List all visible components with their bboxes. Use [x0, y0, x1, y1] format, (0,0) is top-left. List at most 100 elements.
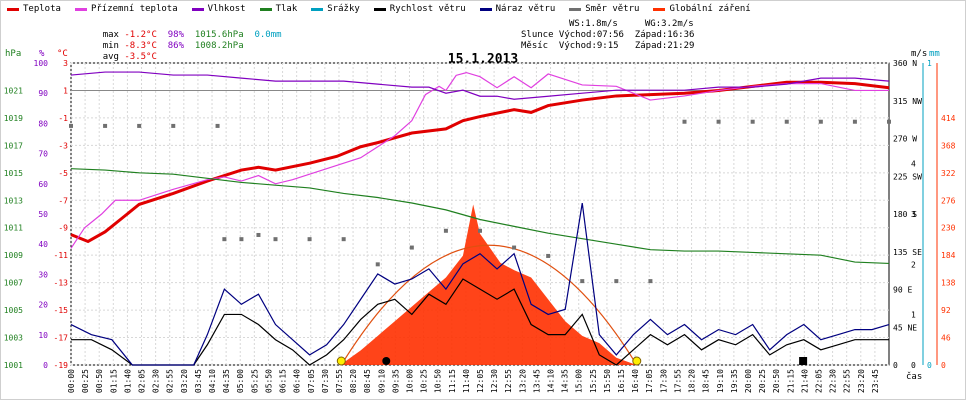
radiation-tick: 92	[941, 306, 951, 315]
wind-direction-mark	[512, 245, 517, 250]
temperature-tick: -19	[54, 361, 69, 370]
min-label: min	[102, 41, 119, 51]
stats-min: min -8.3°C 86% 1008.2hPa	[81, 30, 244, 63]
x-tick-label: 04:35	[222, 369, 231, 393]
legend-item: Přízemní teplota	[74, 4, 178, 14]
x-tick-label: 15:25	[589, 369, 598, 393]
humidity-tick: 20	[38, 301, 48, 310]
pressure-axis-label: hPa	[5, 49, 21, 59]
wind-direction-mark	[546, 253, 551, 258]
temperature-tick: -11	[54, 251, 69, 260]
x-tick-label: 13:20	[518, 369, 527, 393]
x-tick-label: 11:40	[462, 369, 471, 393]
humidity-tick: 70	[38, 150, 48, 159]
x-tick-label: 21:15	[786, 369, 795, 393]
moonset-marker	[799, 357, 808, 365]
pressure-tick: 1011	[4, 224, 23, 233]
x-tick-label: 19:10	[716, 369, 725, 393]
wind-direction-mark	[375, 262, 380, 267]
max-temp: -1.2°C	[124, 30, 157, 40]
wind-direction-mark	[307, 237, 312, 242]
max-rain: 0.0mm	[254, 30, 282, 40]
x-tick-label: 08:45	[363, 369, 372, 393]
stats-max: max -1.2°C 98% 1015.6hPa 0.0mm	[81, 19, 282, 52]
legend-swatch	[191, 7, 204, 11]
humidity-axis-label: %	[39, 49, 45, 59]
x-tick-label: 18:20	[688, 369, 697, 393]
moon-set: Západ:21:29	[634, 41, 695, 51]
min-hum: 86%	[167, 41, 184, 51]
min-press: 1008.2hPa	[194, 41, 244, 51]
legend-swatch	[653, 7, 666, 11]
legend-item: Rychlost větru	[373, 4, 466, 14]
wind-dir-tick: 315 NW	[893, 97, 922, 106]
avg-label: avg	[102, 52, 119, 62]
wind-speed-tick: 4	[911, 160, 916, 169]
wind-direction-mark	[818, 119, 823, 124]
legend-label: Globální záření	[669, 4, 751, 14]
wind-direction-mark	[784, 119, 789, 124]
wind-dir-tick: 135 SE	[893, 248, 922, 257]
wind-direction-mark	[103, 123, 108, 128]
series-line-vlhkost	[70, 71, 890, 100]
series-line-tlak	[70, 168, 890, 265]
max-label: max	[102, 30, 119, 40]
x-tick-label: 20:25	[758, 369, 767, 393]
x-tick-label: 09:35	[391, 369, 400, 393]
legend-item: Globální záření	[653, 4, 751, 14]
x-tick-label: 15:50	[603, 369, 612, 393]
legend-item: Srážky	[311, 4, 360, 14]
legend-item: Směr větru	[569, 4, 639, 14]
x-tick-label: 14:10	[547, 369, 556, 393]
humidity-tick: 10	[38, 331, 48, 340]
x-tick-label: 22:55	[843, 369, 852, 393]
temperature-tick: -7	[58, 196, 68, 205]
pressure-tick: 1009	[4, 251, 23, 260]
legend-label: Přízemní teplota	[90, 4, 178, 14]
wg-value: WG:3.2m/s	[644, 19, 694, 29]
wind-speed-tick: 2	[911, 260, 916, 269]
min-temp: -8.3°C	[124, 41, 157, 51]
wind-direction-mark	[215, 123, 220, 128]
x-tick-label: 11:15	[448, 369, 457, 393]
stats-sun: Slunce Východ:07:56 Západ:16:36	[521, 30, 694, 41]
radiation-tick: 322	[941, 169, 956, 178]
x-tick-label: 12:55	[504, 369, 513, 393]
wind-dir-tick: 45 NE	[893, 323, 917, 332]
legend-label: Náraz větru	[495, 4, 556, 14]
pressure-tick: 1003	[4, 334, 23, 343]
x-tick-label: 01:40	[123, 369, 132, 393]
humidity-tick: 60	[38, 180, 48, 189]
wind-speed-tick: 1	[911, 311, 916, 320]
legend-label: Rychlost větru	[389, 4, 466, 14]
wind-dir-tick: 90 E	[893, 286, 912, 295]
ws-value: WS:1.8m/s	[569, 19, 618, 29]
temperature-tick: -13	[54, 279, 69, 288]
wind-axis-label: m/s	[911, 49, 927, 59]
legend-label: Tlak	[275, 4, 298, 14]
x-tick-label: 13:45	[532, 369, 541, 393]
x-tick-label: 03:20	[180, 369, 189, 393]
legend-swatch	[7, 7, 19, 11]
x-tick-label: 07:55	[335, 369, 344, 393]
wind-direction-mark	[239, 237, 244, 242]
sun-set: Západ:16:36	[634, 30, 695, 40]
humidity-tick: 40	[38, 240, 48, 249]
temperature-tick: -1	[58, 114, 68, 123]
temperature-tick: -9	[58, 224, 68, 233]
sunset-marker	[632, 356, 642, 366]
x-tick-label: 20:00	[744, 369, 753, 393]
legend-label: Směr větru	[585, 4, 640, 14]
x-tick-label: 22:05	[814, 369, 823, 393]
x-tick-label: 02:30	[152, 369, 161, 393]
legend-swatch	[373, 7, 386, 11]
wind-direction-mark	[256, 232, 261, 237]
wind-direction-mark	[478, 228, 482, 233]
avg-temp: -3.5°C	[124, 52, 157, 62]
radiation-tick: 184	[941, 251, 956, 260]
x-tick-label: 05:25	[250, 369, 259, 393]
wind-dir-tick: 0	[893, 361, 898, 370]
legend-swatch	[259, 7, 272, 11]
legend-item: Teplota	[7, 4, 61, 14]
